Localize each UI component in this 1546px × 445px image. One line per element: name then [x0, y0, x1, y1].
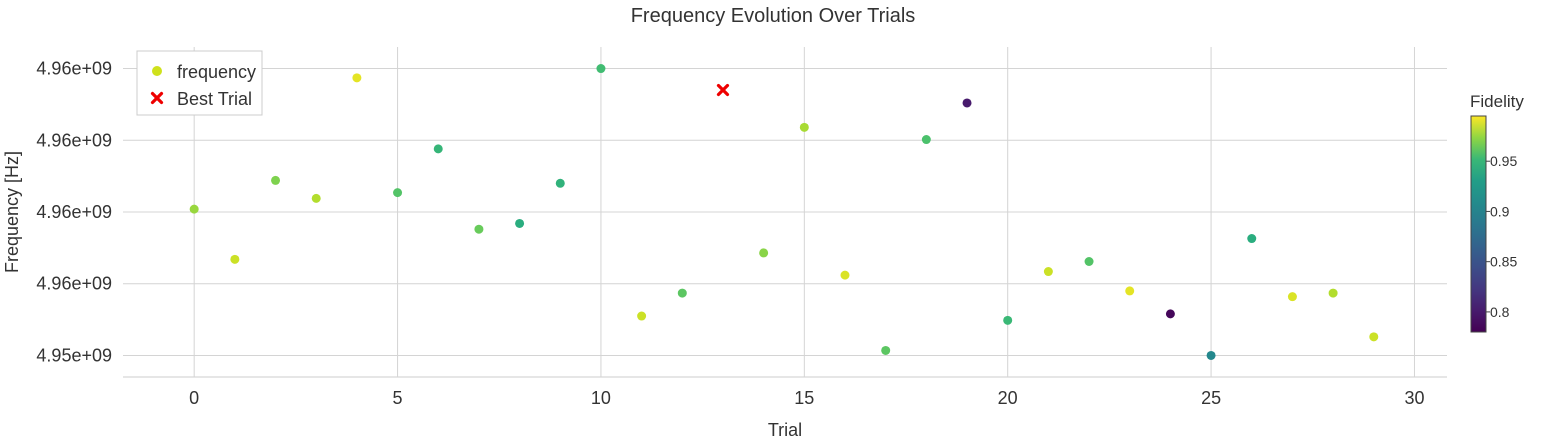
legend-best-trial-label: Best Trial [177, 89, 252, 109]
data-point [1084, 257, 1094, 266]
data-point [393, 188, 403, 198]
colorbar-tick-label: 0.85 [1490, 254, 1517, 270]
y-tick-label: 4.96e+09 [36, 130, 112, 150]
data-point [230, 254, 240, 264]
data-point [555, 178, 565, 188]
x-tick-label: 5 [393, 388, 403, 408]
data-point [1125, 286, 1135, 296]
best-trial-x-icon [150, 91, 164, 105]
data-point [189, 204, 199, 214]
y-tick-label: 4.95e+09 [36, 345, 112, 365]
data-point [759, 248, 769, 258]
colorbar-gradient [1470, 115, 1487, 333]
data-point [1328, 288, 1338, 298]
chart-title: Frequency Evolution Over Trials [631, 5, 916, 27]
y-gridlines [123, 68, 1447, 356]
y-tick-label: 4.96e+09 [36, 274, 112, 294]
y-tick-label: 4.96e+09 [36, 59, 112, 79]
data-point [1206, 350, 1216, 360]
data-point [1003, 315, 1013, 325]
data-point [637, 311, 647, 321]
data-point [271, 175, 281, 185]
colorbar-ticks: 0.8 0.85 0.9 0.95 [1486, 153, 1517, 320]
data-point [840, 270, 850, 280]
data-point [515, 218, 525, 228]
legend: frequency Best Trial [136, 50, 263, 116]
data-point [352, 73, 362, 83]
x-tick-label: 30 [1404, 388, 1424, 408]
plot-area: 0 5 10 15 20 25 30 4.95e+094.96e+094.96e+094.9… [36, 47, 1447, 408]
best-trial-point [716, 83, 730, 97]
data-point [596, 64, 606, 74]
x-stroke [716, 83, 730, 97]
x-tick-label: 15 [794, 388, 814, 408]
x-tick-label: 10 [591, 388, 611, 408]
x-stroke [150, 91, 164, 105]
data-point [1287, 292, 1297, 302]
y-tick-labels: 4.95e+09 4.96e+09 4.96e+09 4.96e+09 4.96e+09 [36, 59, 112, 366]
x-tick-label: 20 [998, 388, 1018, 408]
data-point [1165, 309, 1175, 319]
x-tick-label: 0 [189, 388, 199, 408]
data-point [921, 135, 931, 145]
y-tick-label: 4.96e+09 [36, 202, 112, 222]
x-tick-labels: 0 5 10 15 20 25 30 [189, 388, 1424, 408]
data-point [1247, 234, 1257, 244]
data-point [433, 144, 443, 154]
colorbar-tick-label: 0.8 [1490, 304, 1510, 320]
best-trial-marker [716, 83, 730, 97]
colorbar: Fidelity 0.8 0.85 0.9 0.95 [1470, 92, 1524, 333]
x-tick-label: 25 [1201, 388, 1221, 408]
data-point [1369, 332, 1379, 342]
data-point [962, 98, 972, 108]
y-axis-label: Frequency [Hz] [2, 151, 22, 273]
data-point [311, 193, 321, 203]
legend-frequency-marker [152, 66, 162, 76]
legend-best-trial-marker [150, 91, 164, 105]
data-point [881, 345, 891, 355]
colorbar-tick-label: 0.95 [1490, 153, 1517, 169]
data-point [474, 224, 484, 234]
colorbar-tick-label: 0.9 [1490, 203, 1510, 219]
legend-frequency-label: frequency [177, 62, 256, 82]
data-point [799, 122, 809, 132]
data-point [677, 288, 687, 298]
data-point [1043, 267, 1053, 277]
colorbar-title: Fidelity [1470, 92, 1524, 111]
legend-box [136, 50, 263, 116]
data-points [189, 64, 1379, 360]
x-axis-label: Trial [768, 420, 802, 440]
